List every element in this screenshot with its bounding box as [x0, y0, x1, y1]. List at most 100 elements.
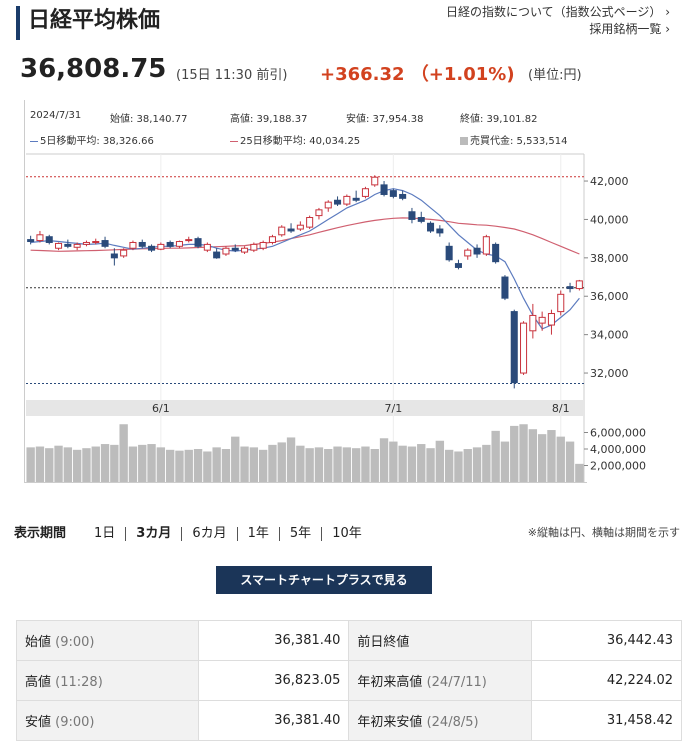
- volume-bar: [286, 437, 296, 482]
- y-tick-label: 34,000: [590, 329, 629, 342]
- period-5y[interactable]: 5年: [278, 527, 321, 541]
- volume-bar: [63, 447, 73, 482]
- info-high: 高値: 39,188.37: [230, 114, 308, 125]
- candle-body: [557, 293, 565, 313]
- volume-bar: [203, 451, 212, 482]
- volume-bar: [547, 430, 556, 482]
- vol-tick-label: 4,000,000: [590, 443, 646, 456]
- candle-body: [464, 249, 472, 257]
- volume-bar: [277, 442, 286, 482]
- index-info-link[interactable]: 日経の指数について（指数公式ページ） ›: [445, 5, 670, 19]
- volume-bar: [26, 447, 35, 482]
- volume-bar: [379, 438, 389, 482]
- volume-bar: [240, 446, 249, 482]
- constituents-link[interactable]: 採用銘柄一覧 ›: [589, 22, 670, 36]
- candle-body: [510, 311, 518, 384]
- table-key: 年初来安値 (24/8/5): [348, 700, 532, 741]
- candle-body: [64, 243, 72, 247]
- volume-bar: [184, 449, 193, 482]
- candle-body: [287, 228, 295, 232]
- price-table: 始値 (9:00) 36,381.40 前日終値 36,442.43 高値 (1…: [16, 620, 682, 741]
- volume-bar: [156, 447, 166, 482]
- volume-bar: [370, 449, 379, 482]
- info-volume: 売買代金: 5,533,514: [460, 132, 567, 147]
- volume-bar: [231, 436, 240, 482]
- candle-body: [73, 243, 81, 248]
- y-tick-label: 38,000: [590, 252, 629, 265]
- candle-body: [129, 241, 137, 249]
- candle-body: [427, 222, 435, 232]
- smart-chart-button[interactable]: スマートチャートプラスで見る: [216, 566, 432, 594]
- volume-bar: [45, 448, 54, 482]
- price-time: (15日 11:30 前引): [176, 68, 288, 83]
- volume-bar: [510, 425, 519, 482]
- period-10y[interactable]: 10年: [321, 527, 372, 541]
- candle-body: [547, 313, 555, 326]
- period-1d[interactable]: 1日: [94, 526, 116, 541]
- volume-bar: [314, 447, 324, 482]
- volume-bar: [333, 446, 342, 482]
- candle-body: [473, 247, 481, 255]
- table-value: 31,458.42: [530, 700, 682, 741]
- volume-bar: [305, 448, 314, 482]
- candle-body: [92, 241, 100, 244]
- volume-bar: [417, 444, 426, 482]
- volume-bar: [575, 463, 584, 482]
- candle-body: [315, 209, 323, 217]
- period-3m[interactable]: 3カ月: [125, 527, 181, 541]
- info-close: 終値: 39,101.82: [460, 114, 538, 125]
- candle-body: [520, 322, 528, 374]
- volume-bar: [138, 444, 147, 482]
- period-1y[interactable]: 1年: [236, 527, 279, 541]
- volume-bar: [565, 441, 575, 482]
- volume-bar: [100, 444, 110, 482]
- volume-bar: [268, 444, 277, 482]
- header-links: 日経の指数について（指数公式ページ） › 採用銘柄一覧 ›: [446, 4, 670, 38]
- price-change: +366.32 （+1.01%): [320, 64, 515, 85]
- volume-bar: [444, 449, 454, 482]
- candle-body: [436, 228, 444, 234]
- x-tick-label: 8/1: [552, 402, 570, 415]
- volume-bar: [82, 448, 91, 482]
- candle-body: [250, 243, 258, 251]
- candle-body: [417, 217, 425, 222]
- info-ma5: 5日移動平均: 38,326.66: [30, 132, 154, 147]
- y-tick-label: 40,000: [590, 213, 629, 226]
- period-selector: 表示期間 1日 3カ月 6カ月 1年 5年 10年: [14, 522, 372, 541]
- axis-note: ※縦軸は円、横軸は期間を示す: [527, 526, 680, 539]
- table-row: 始値 (9:00) 36,381.40 前日終値 36,442.43: [16, 620, 682, 661]
- y-tick-label: 36,000: [590, 290, 629, 303]
- candle-body: [222, 247, 230, 255]
- table-value: 36,823.05: [197, 660, 350, 701]
- volume-bar: [519, 424, 528, 482]
- table-row: 高値 (11:28) 36,823.05 年初来高値 (24/7/11) 42,…: [16, 660, 682, 701]
- candle-body: [101, 240, 109, 247]
- volume-bar: [221, 449, 231, 482]
- x-tick-label: 7/1: [384, 402, 402, 415]
- period-6m[interactable]: 6カ月: [181, 527, 236, 541]
- candle-body: [306, 217, 314, 228]
- info-ma25: 25日移動平均: 40,034.25: [230, 132, 360, 147]
- page-title: 日経平均株価: [28, 8, 161, 33]
- candle-body: [82, 241, 90, 245]
- candlestick-chart: 6/1 7/1 8/1 42,000 40,000 38,000 36,000 34,000 3…: [26, 153, 646, 482]
- vol-tick-label: 2,000,000: [590, 460, 646, 473]
- volume-bar: [175, 450, 184, 482]
- period-label: 表示期間: [14, 526, 67, 541]
- title-accent-bar: [16, 6, 20, 40]
- table-key: 年初来高値 (24/7/11): [348, 660, 532, 701]
- candle-body: [110, 253, 118, 259]
- candle-body: [259, 241, 267, 249]
- candle-body: [352, 197, 360, 201]
- candle-body: [166, 241, 174, 247]
- candle-body: [203, 243, 211, 251]
- vol-tick-label: 6,000,000: [590, 427, 646, 440]
- volume-bar: [165, 449, 175, 482]
- volume-bar: [54, 445, 63, 482]
- candle-body: [343, 195, 351, 205]
- volume-bar: [454, 451, 463, 482]
- volume-bar: [324, 449, 333, 482]
- candle-body: [501, 276, 509, 299]
- volume-bar: [528, 429, 538, 482]
- volume-bar: [426, 448, 435, 482]
